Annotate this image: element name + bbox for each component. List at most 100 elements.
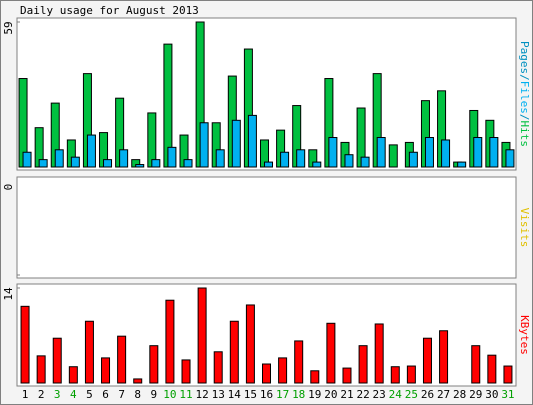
bar <box>344 154 354 168</box>
x-tick-label: 18 <box>292 388 305 401</box>
bar <box>167 146 177 168</box>
bar <box>20 305 30 384</box>
x-tick-label: 16 <box>260 388 273 401</box>
bar <box>471 345 481 384</box>
bar <box>441 139 451 168</box>
bar <box>149 345 159 384</box>
bar <box>213 351 223 384</box>
bar <box>280 151 290 168</box>
bar <box>101 357 111 384</box>
bar <box>165 299 175 384</box>
bar <box>360 156 370 168</box>
x-tick-label: 25 <box>405 388 418 401</box>
legend: Pages/Files/Hits <box>518 41 531 147</box>
x-tick-label: 15 <box>244 388 257 401</box>
bar <box>181 359 191 384</box>
x-tick-label: 11 <box>179 388 192 401</box>
x-tick-label: 2 <box>38 388 45 401</box>
bar <box>473 137 483 168</box>
panel <box>16 176 517 279</box>
bar <box>22 151 32 168</box>
bar <box>117 335 127 384</box>
x-tick-label: 13 <box>212 388 225 401</box>
x-tick-label: 31 <box>501 388 514 401</box>
x-tick-label: 12 <box>195 388 208 401</box>
legend: Visits <box>518 208 531 248</box>
legend-entry: Hits <box>518 121 531 148</box>
bar <box>262 363 271 384</box>
x-tick-label: 7 <box>118 388 125 401</box>
x-tick-label: 1 <box>22 388 29 401</box>
bar <box>135 164 145 168</box>
bar <box>326 322 336 384</box>
x-tick-label: 27 <box>437 388 450 401</box>
legend-entry: KBytes <box>518 315 531 355</box>
bar <box>264 161 273 168</box>
bar <box>388 144 398 168</box>
x-tick-label: 29 <box>469 388 482 401</box>
bar <box>103 159 113 168</box>
bar <box>422 337 432 384</box>
bar <box>312 161 322 168</box>
bar <box>119 149 129 168</box>
x-tick-label: 22 <box>356 388 369 401</box>
bar <box>328 137 338 168</box>
bar <box>358 345 368 384</box>
bar <box>86 134 96 168</box>
bar <box>457 161 467 168</box>
x-tick-label: 30 <box>485 388 498 401</box>
bar <box>374 323 384 384</box>
bar <box>439 330 449 384</box>
x-tick-label: 17 <box>276 388 289 401</box>
legend: KBytes <box>518 315 531 355</box>
x-tick-label: 21 <box>340 388 353 401</box>
bar <box>408 151 418 168</box>
bar <box>36 355 46 384</box>
bar <box>390 366 400 384</box>
legend-sep: / <box>518 74 531 81</box>
bar <box>183 159 193 168</box>
x-tick-label: 9 <box>151 388 158 401</box>
x-tick-label: 5 <box>86 388 93 401</box>
x-tick-label: 10 <box>163 388 176 401</box>
bar <box>52 337 62 384</box>
x-tick-label: 23 <box>373 388 386 401</box>
bar <box>68 366 78 384</box>
bar <box>199 122 209 168</box>
legend-entry: Visits <box>518 208 531 248</box>
x-tick-label: 8 <box>134 388 141 401</box>
bar <box>70 156 80 168</box>
bar <box>84 320 94 384</box>
x-tick-label: 3 <box>54 388 61 401</box>
legend-entry: Files <box>518 81 531 114</box>
bar <box>38 159 48 168</box>
chart-title: Daily usage for August 2013 <box>20 4 199 17</box>
x-tick-label: 19 <box>308 388 321 401</box>
bar <box>54 149 64 168</box>
bar <box>197 287 207 384</box>
legend-sep: / <box>518 114 531 121</box>
x-tick-label: 28 <box>453 388 466 401</box>
bar <box>147 112 157 168</box>
y-tick-label: 59 <box>2 21 15 34</box>
x-tick-label: 26 <box>421 388 434 401</box>
bar <box>406 365 416 384</box>
bar <box>505 149 515 168</box>
bar <box>424 137 434 168</box>
bar <box>231 119 241 168</box>
bar <box>296 149 306 168</box>
bar <box>310 370 320 384</box>
bar <box>489 137 499 168</box>
legend-entry: Pages <box>518 41 531 74</box>
bar <box>133 378 143 384</box>
bar <box>294 340 304 384</box>
bar <box>229 320 239 384</box>
bar <box>503 365 513 384</box>
bar <box>151 159 161 168</box>
x-tick-label: 4 <box>70 388 77 401</box>
bar <box>215 149 225 168</box>
bar <box>247 114 257 168</box>
y-tick-label: 0 <box>2 184 15 191</box>
bar <box>245 304 255 384</box>
bar <box>278 357 288 384</box>
